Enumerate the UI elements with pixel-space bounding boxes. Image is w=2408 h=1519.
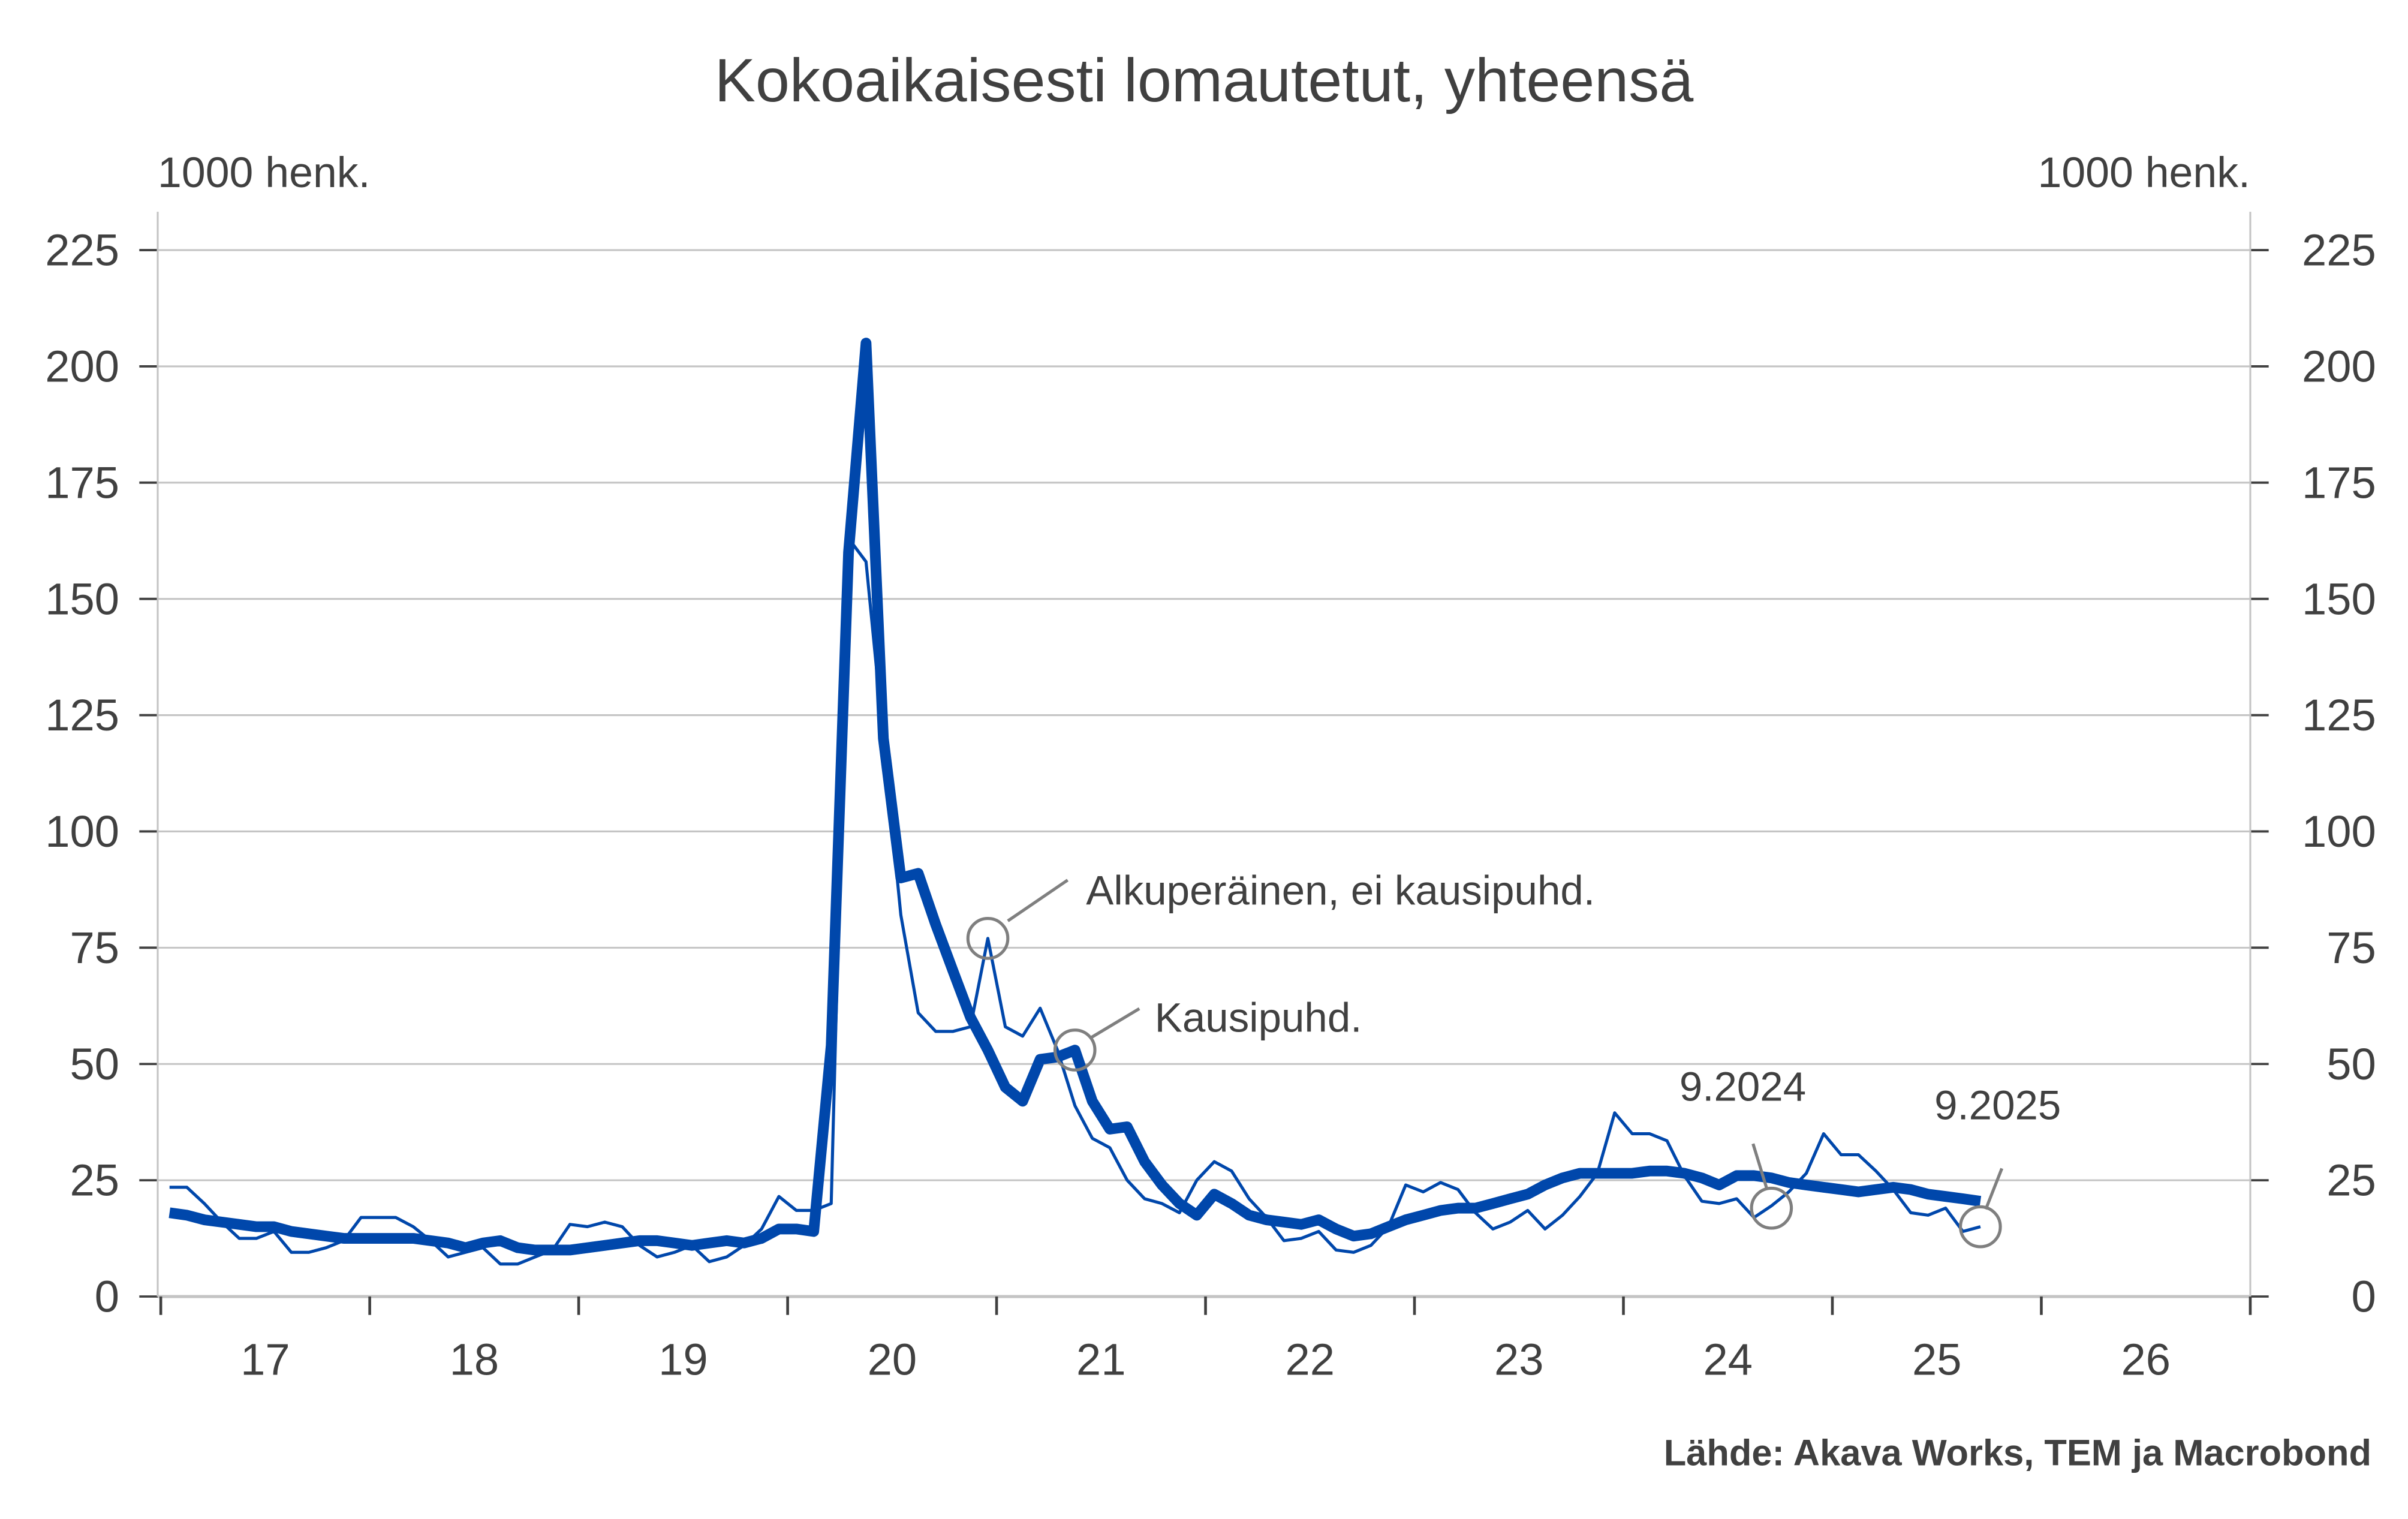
x-tick-label: 25 — [1912, 1334, 1962, 1384]
y-tick-label-right: 25 — [2326, 1156, 2376, 1205]
x-tick-label: 17 — [240, 1334, 290, 1384]
y-axis-label-right: 1000 henk. — [2038, 149, 2250, 197]
annotation-circle — [1053, 1028, 1097, 1072]
annotations: Alkuperäinen, ei kausipuhd. Kausipuhd. 9.2… — [966, 867, 2061, 1249]
y-tick-label-left: 225 — [45, 225, 119, 275]
y-tick-label-left: 0 — [95, 1272, 119, 1322]
y-tick-label-left: 175 — [45, 458, 119, 507]
series-line-original — [169, 537, 1981, 1266]
y-tick-label-left: 200 — [45, 342, 119, 392]
annotation-leader-line — [1007, 879, 1069, 922]
y-tick-label-right: 50 — [2326, 1039, 2376, 1089]
annotation-circle — [1750, 1186, 1793, 1230]
y-tick-label-left: 75 — [70, 923, 120, 973]
y-tick-label-right: 225 — [2302, 225, 2376, 275]
y-tick-label-left: 150 — [45, 574, 119, 624]
x-tick-label: 21 — [1076, 1334, 1126, 1384]
axes: 0 0 25 25 50 50 75 75 100 100 125 125 150 150 175 175 20… — [45, 212, 2376, 1384]
y-tick-label-right: 0 — [2351, 1272, 2376, 1322]
series-group — [168, 338, 1982, 1266]
annotation-label: Kausipuhd. — [1155, 994, 1362, 1040]
y-axis-label-left: 1000 henk. — [158, 149, 370, 197]
annotation-circle — [1959, 1205, 2002, 1249]
gridlines — [158, 249, 2250, 1181]
y-tick-label-left: 50 — [70, 1039, 120, 1089]
x-tick-label: 18 — [450, 1334, 499, 1384]
y-tick-label-left: 25 — [70, 1156, 120, 1205]
annotation-label: 9.2025 — [1934, 1082, 2061, 1129]
annotation-label: 9.2024 — [1679, 1063, 1806, 1110]
y-tick-label-right: 175 — [2302, 458, 2376, 507]
x-tick-label: 20 — [868, 1334, 917, 1384]
annotation-label: Alkuperäinen, ei kausipuhd. — [1086, 867, 1595, 914]
x-tick-label: 26 — [2121, 1334, 2171, 1384]
annotation-leader-line — [1090, 1007, 1140, 1039]
annotation-leader-line — [1984, 1168, 2004, 1210]
x-tick-label: 23 — [1494, 1334, 1544, 1384]
x-tick-label: 24 — [1703, 1334, 1753, 1384]
y-tick-label-right: 200 — [2302, 342, 2376, 392]
source-note: Lähde: Akava Works, TEM ja Macrobond — [1664, 1432, 2371, 1473]
y-tick-label-left: 125 — [45, 690, 119, 740]
annotation-leader-line — [1751, 1143, 1769, 1190]
x-tick-label: 22 — [1286, 1334, 1335, 1384]
y-tick-label-right: 125 — [2302, 690, 2376, 740]
y-tick-label-right: 75 — [2326, 923, 2376, 973]
annotation-circle — [966, 917, 1010, 960]
x-tick-label: 19 — [658, 1334, 708, 1384]
y-tick-label-right: 150 — [2302, 574, 2376, 624]
chart-title: Kokoaikaisesti lomautetut, yhteensä — [715, 46, 1694, 115]
y-tick-label-right: 100 — [2302, 807, 2376, 856]
series-line-seasonally-adjusted — [168, 338, 1982, 1256]
y-tick-label-left: 100 — [45, 807, 119, 856]
